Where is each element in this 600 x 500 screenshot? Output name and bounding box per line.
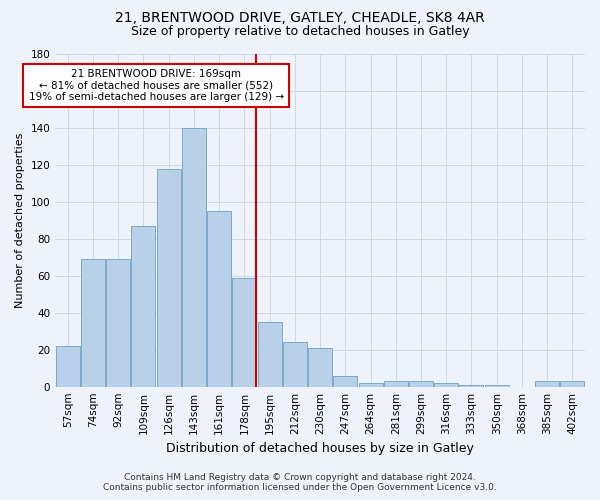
Bar (334, 376, 357, 386)
Bar (56, 346, 80, 387)
Bar (232, 278, 256, 386)
Bar (535, 381, 559, 386)
Bar (106, 259, 130, 386)
Bar (560, 381, 584, 386)
Bar (81, 259, 105, 386)
Bar (359, 383, 383, 386)
Text: Contains HM Land Registry data © Crown copyright and database right 2024.
Contai: Contains HM Land Registry data © Crown c… (103, 473, 497, 492)
Bar (409, 381, 433, 386)
Bar (283, 342, 307, 386)
Bar (485, 385, 509, 386)
Bar (308, 348, 332, 387)
Bar (131, 226, 155, 386)
X-axis label: Distribution of detached houses by size in Gatley: Distribution of detached houses by size … (166, 442, 474, 455)
Bar (384, 381, 408, 386)
Text: 21, BRENTWOOD DRIVE, GATLEY, CHEADLE, SK8 4AR: 21, BRENTWOOD DRIVE, GATLEY, CHEADLE, SK… (115, 11, 485, 25)
Text: 21 BRENTWOOD DRIVE: 169sqm
← 81% of detached houses are smaller (552)
19% of sem: 21 BRENTWOOD DRIVE: 169sqm ← 81% of deta… (29, 69, 284, 102)
Bar (257, 322, 281, 386)
Bar (157, 168, 181, 386)
Text: Size of property relative to detached houses in Gatley: Size of property relative to detached ho… (131, 25, 469, 38)
Bar (460, 385, 484, 386)
Bar (182, 128, 206, 386)
Y-axis label: Number of detached properties: Number of detached properties (15, 132, 25, 308)
Bar (207, 211, 231, 386)
Bar (434, 383, 458, 386)
